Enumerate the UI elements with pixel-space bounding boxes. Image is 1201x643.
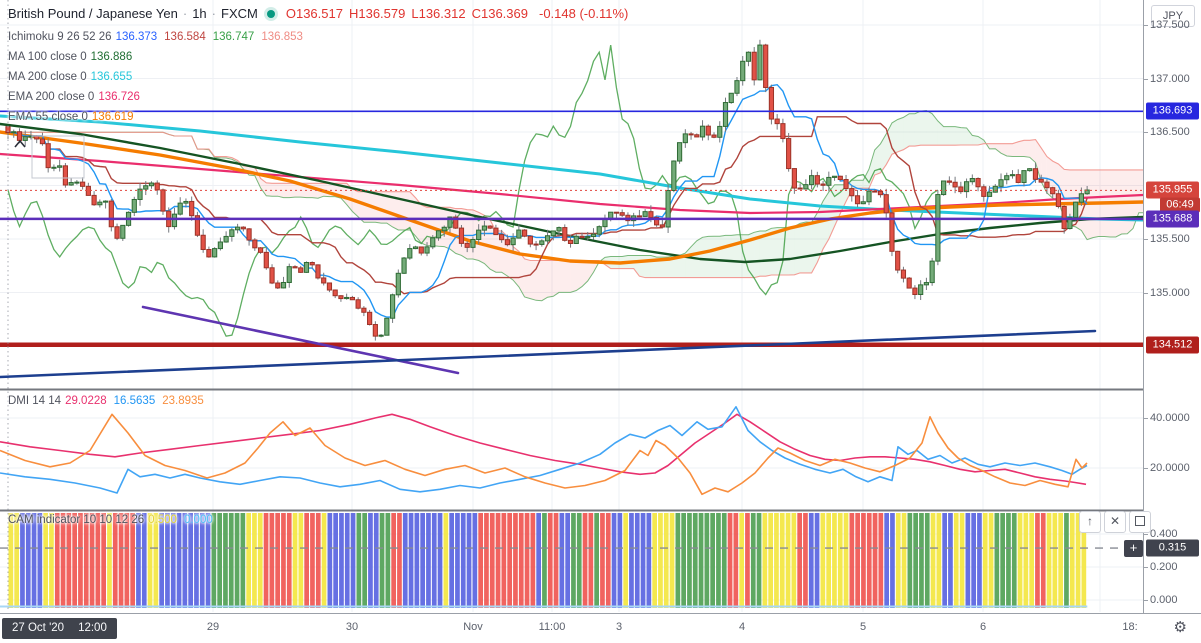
separator: ·	[182, 6, 188, 21]
axis-tick: 0.000	[1150, 594, 1178, 606]
time-axis[interactable]: 27 Oct '20 12:00 ⚙ 29 30 Nov 11:00 3 4 5 6 18:	[0, 613, 1201, 643]
indicator-row: MA 200 close 0 136.655	[8, 71, 139, 83]
time-tick: 3	[615, 621, 623, 633]
price-level-badge: 136.693	[1146, 102, 1199, 120]
maximize-icon	[1135, 516, 1145, 526]
indicator-title[interactable]: DMI 14 14	[8, 395, 62, 407]
time-tick: 18:	[1122, 621, 1138, 633]
indicator-title[interactable]: EMA 200 close 0	[8, 91, 95, 103]
countdown-badge: 06:49	[1160, 197, 1200, 213]
indicator-title[interactable]: Ichimoku 9 26 52 26	[8, 31, 112, 43]
indicator-value: 136.373	[115, 31, 158, 43]
pane-move-up-button[interactable]: ↑	[1079, 511, 1101, 533]
ohlc-h: H136.579	[348, 6, 406, 21]
currency-toggle-button[interactable]: JPY	[1151, 5, 1195, 27]
cam-legend: CAM indicator 10 10 12 26 0.500 0.000	[8, 514, 220, 526]
indicator-value: 136.655	[90, 71, 133, 83]
indicator-value: 136.747	[212, 31, 255, 43]
indicator-value: 136.584	[164, 31, 206, 43]
indicator-values: 136.886	[91, 51, 140, 63]
axis-tick: 135.500	[1150, 233, 1190, 245]
pane-close-button[interactable]: ✕	[1104, 511, 1126, 533]
indicator-title[interactable]: MA 100 close 0	[8, 51, 87, 63]
indicator-row: Ichimoku 9 26 52 26 136.373 136.584 136.747…	[8, 31, 310, 43]
indicator-values: 136.655	[91, 71, 140, 83]
price-level-badge: 135.955	[1146, 181, 1199, 199]
badge-date: 27 Oct '20	[12, 622, 65, 634]
badge-time: 12:00	[78, 622, 107, 634]
indicator-values: 0.500 0.000	[148, 514, 220, 526]
axis-tick: 137.500	[1150, 19, 1190, 31]
axis-tick: 135.000	[1150, 286, 1190, 299]
symbol-title[interactable]: British Pound / Japanese Yen	[8, 6, 178, 21]
session-start-badge: 27 Oct '20 12:00	[2, 618, 117, 639]
indicator-value: 16.5635	[113, 395, 156, 407]
indicator-value: 0.000	[183, 514, 213, 526]
axis-tick: 0.400	[1150, 528, 1178, 540]
symbol-header: British Pound / Japanese Yen · 1h · FXCM…	[8, 6, 628, 21]
time-tick: 4	[738, 621, 746, 633]
indicator-row: EMA 200 close 0 136.726	[8, 91, 147, 103]
pane-controls: ↑ ✕	[1079, 511, 1151, 533]
indicator-value-badge: 0.315 +	[1124, 539, 1199, 557]
ohlc-values: O136.517 H136.579 L136.312 C136.369	[286, 6, 534, 21]
indicator-row: EMA 55 close 0 136.619	[8, 111, 140, 123]
indicator-values: 136.619	[92, 111, 141, 123]
price-axis[interactable]: JPY 137.500 137.000 136.500 135.500 135.000 4…	[1124, 0, 1201, 613]
exchange-label[interactable]: FXCM	[221, 6, 258, 21]
time-tick: 6	[979, 621, 987, 633]
ohlc-c: C136.369	[471, 6, 528, 21]
indicator-title[interactable]: MA 200 close 0	[8, 71, 87, 83]
price-level-badge: 135.688	[1146, 210, 1199, 228]
axis-tick: 20.0000	[1150, 462, 1190, 474]
indicator-value: 23.8935	[162, 395, 204, 407]
indicator-value: 136.619	[91, 111, 134, 123]
time-tick: 29	[206, 621, 220, 633]
price-level-badge: 134.512	[1146, 336, 1199, 354]
pane-maximize-button[interactable]	[1129, 511, 1151, 533]
ohlc-l: L136.312	[411, 6, 466, 21]
indicator-values: 136.726	[98, 91, 147, 103]
add-alert-plus-button[interactable]: +	[1124, 539, 1143, 557]
axis-tick: 0.200	[1150, 561, 1178, 573]
change-value: -0.148 (-0.11%)	[538, 6, 629, 21]
timeframe-label[interactable]: 1h	[192, 6, 207, 21]
chart-canvas[interactable]	[0, 0, 1143, 613]
axis-tick: 137.000	[1150, 72, 1190, 85]
time-tick: 11:00	[538, 621, 566, 633]
time-tick: 30	[345, 621, 359, 633]
indicator-values: 29.0228 16.5635 23.8935	[65, 395, 211, 407]
time-axis-settings-gear-icon[interactable]: ⚙	[1173, 619, 1187, 636]
axis-tick: 136.500	[1150, 126, 1190, 138]
indicator-value: 0.500	[148, 514, 177, 526]
separator: ·	[211, 6, 217, 21]
indicator-value: 136.886	[90, 51, 133, 63]
market-status-dot	[266, 9, 275, 18]
indicator-title[interactable]: EMA 55 close 0	[8, 111, 88, 123]
indicator-value: 29.0228	[65, 395, 107, 407]
indicator-value: 136.726	[98, 91, 140, 103]
indicator-title[interactable]: CAM indicator 10 10 12 26	[8, 514, 145, 526]
time-tick: Nov	[463, 621, 483, 633]
time-tick: 5	[859, 621, 867, 633]
dmi-legend: DMI 14 14 29.0228 16.5635 23.8935	[8, 395, 211, 407]
indicator-row: MA 100 close 0 136.886	[8, 51, 139, 63]
indicator-values: 136.373 136.584 136.747 136.853	[116, 31, 310, 43]
ohlc-o: O136.517	[285, 6, 343, 21]
axis-tick: 40.0000	[1150, 412, 1190, 424]
indicator-value: 136.853	[261, 31, 303, 43]
